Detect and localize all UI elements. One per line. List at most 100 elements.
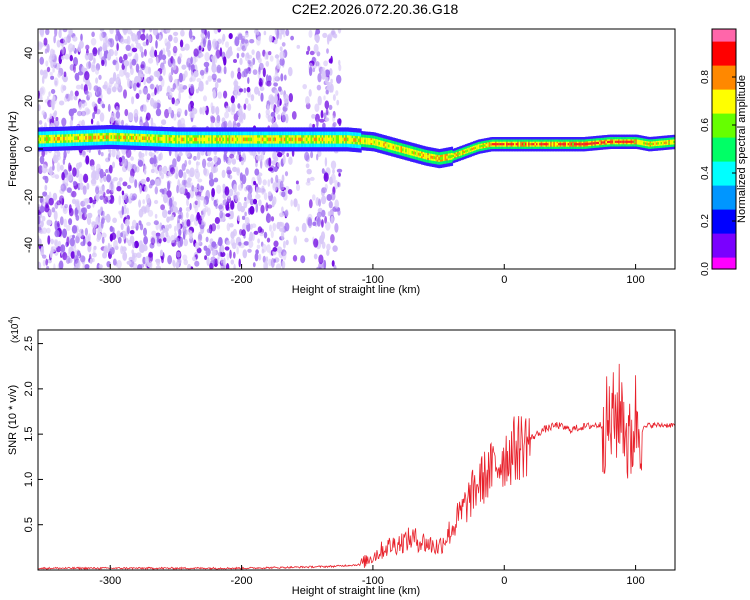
spectrogram-noise-cell xyxy=(278,86,282,92)
spectrogram-noise-cell xyxy=(243,241,250,246)
spectrogram-noise-cell xyxy=(179,53,183,59)
spectrogram-noise-cell xyxy=(91,31,95,38)
spectrogram-noise-cell xyxy=(161,54,167,61)
spectrogram-ridge-cell xyxy=(605,141,608,144)
spectrogram-noise-cell xyxy=(66,224,71,232)
spectrogram-ridge-cell xyxy=(197,137,200,142)
spectrogram-noise-cell xyxy=(80,110,87,117)
spectrogram-noise-cell xyxy=(166,216,170,223)
spectrogram-noise-cell xyxy=(266,237,271,243)
spectrogram-ridge-cell xyxy=(413,151,416,155)
spectrogram-noise-cell xyxy=(192,156,199,161)
spectrogram-noise-cell xyxy=(194,260,200,267)
colorbar-cell xyxy=(712,197,736,200)
spectrogram-ridge-cell xyxy=(298,137,301,142)
spectrogram-noise-cell xyxy=(313,238,319,248)
spectrogram-ridge-cell xyxy=(644,142,647,145)
spectrogram-noise-cell xyxy=(333,264,337,269)
spectrogram-noise-cell xyxy=(318,254,324,265)
spectrogram-ridge-cell xyxy=(384,143,387,147)
colorbar-cell xyxy=(712,207,736,210)
spectrogram-noise-cell xyxy=(167,49,171,57)
spectrogram-noise-cell xyxy=(324,216,327,224)
spectrogram-noise-cell xyxy=(272,151,277,160)
spectrogram-ridge-cell xyxy=(209,137,212,142)
colorbar-cell xyxy=(712,95,736,98)
spectrogram-noise-cell xyxy=(270,230,274,239)
spectrogram-ridge-cell xyxy=(610,140,613,143)
colorbar-cell xyxy=(712,225,736,228)
spectrogram-noise-cell xyxy=(74,250,77,257)
spectrogram-noise-cell xyxy=(76,201,80,211)
spectrogram-ridge-cell xyxy=(195,137,198,142)
spectrogram-noise-cell xyxy=(201,106,205,115)
spectrogram-noise-cell xyxy=(117,236,122,244)
spectrogram-noise-cell xyxy=(88,60,91,69)
spectrogram-ridge-cell xyxy=(433,156,436,160)
spectrogram-noise-cell xyxy=(99,46,103,52)
spectrogram-noise-cell xyxy=(99,177,103,184)
spectrogram-ridge-cell xyxy=(93,135,96,140)
spectrogram-noise-cell xyxy=(82,198,89,206)
spectrogram-x-axis: -300 -200 -100 0 100 xyxy=(99,264,645,286)
spectrogram-noise-cell xyxy=(116,150,121,159)
spectrogram-noise-cell xyxy=(263,192,268,201)
spectrogram-noise-cell xyxy=(189,167,195,178)
spectrogram-noise-cell xyxy=(321,209,326,218)
spectrogram-ridge-cell xyxy=(629,140,632,143)
spectrogram-noise-cell xyxy=(210,167,217,174)
spectrogram-noise-cell xyxy=(118,56,123,64)
spectrogram-noise-cell xyxy=(323,112,327,120)
svg-text:(x104): (x104) xyxy=(8,316,21,343)
colorbar-cell xyxy=(712,73,736,76)
spectrogram-noise-cell xyxy=(212,89,216,99)
spectrogram-ridge-cell xyxy=(353,138,356,142)
spectrogram-noise-cell xyxy=(207,41,212,52)
colorbar-cell xyxy=(712,259,736,262)
spectrogram-ridge-cell xyxy=(269,137,272,142)
spectrogram-ridge-cell xyxy=(416,152,419,156)
spectrogram-noise-cell xyxy=(43,37,48,46)
spectrogram-noise-cell xyxy=(219,47,223,57)
spectrogram-noise-cell xyxy=(168,72,173,83)
spectrogram-noise-cell xyxy=(270,216,275,222)
spectrogram-noise-cell xyxy=(91,179,97,187)
spectrogram-noise-cell xyxy=(314,37,319,42)
spectrogram-noise-cell xyxy=(305,181,311,186)
spectrogram-noise-cell xyxy=(126,78,131,88)
spectrogram-ridge-cell xyxy=(348,137,351,142)
spectrogram-noise-cell xyxy=(41,110,46,116)
colorbar-cell xyxy=(712,217,736,220)
spectrogram-ridge-cell xyxy=(222,137,225,142)
spectrogram-noise-cell xyxy=(233,59,237,63)
spectrogram-noise-cell xyxy=(237,33,243,40)
spectrogram-ridge-cell xyxy=(630,140,633,143)
spectrogram-noise-cell xyxy=(255,203,259,213)
spectrogram-y-tick-label: 20 xyxy=(23,95,35,107)
spectrogram-noise-cell xyxy=(167,255,173,265)
spectrogram-ridge-cell xyxy=(244,137,247,142)
spectrogram-ridge-cell xyxy=(586,142,589,145)
spectrogram-ridge-cell xyxy=(72,136,75,140)
spectrogram-noise-cell xyxy=(139,185,142,194)
spectrogram-noise-cell xyxy=(143,86,148,95)
spectrogram-noise-cell xyxy=(112,217,117,224)
spectrogram-noise-cell xyxy=(110,183,115,193)
spectrogram-ridge-cell xyxy=(201,137,205,142)
spectrogram-noise-cell xyxy=(334,199,340,209)
spectrogram-noise-cell xyxy=(254,86,260,95)
spectrogram-noise-cell xyxy=(136,252,142,259)
spectrogram-noise-cell xyxy=(268,51,272,56)
spectrogram-noise-cell xyxy=(115,111,121,119)
spectrogram-noise-cell xyxy=(270,177,274,184)
colorbar-cell xyxy=(712,165,736,168)
spectrogram-noise-cell xyxy=(331,260,335,267)
spectrogram-ridge-cell xyxy=(80,136,83,140)
spectrogram-noise-cell xyxy=(133,108,139,118)
spectrogram-noise-cell xyxy=(178,228,182,237)
spectrogram-noise-cell xyxy=(281,260,286,269)
colorbar-cell xyxy=(712,123,736,126)
spectrogram-noise-cell xyxy=(50,122,53,128)
spectrogram-ridge-cell xyxy=(387,144,391,148)
spectrogram-ridge-cell xyxy=(126,135,129,140)
